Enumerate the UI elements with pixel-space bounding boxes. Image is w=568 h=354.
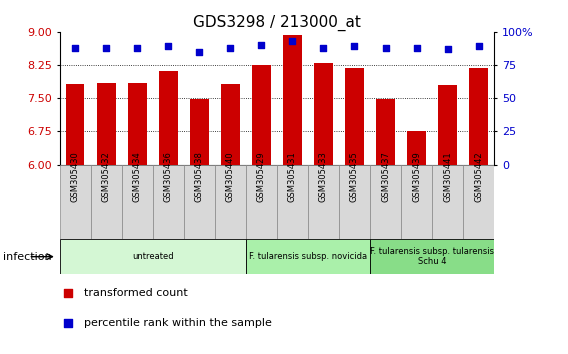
FancyBboxPatch shape	[246, 239, 370, 274]
Text: GSM305437: GSM305437	[381, 151, 390, 202]
Bar	[345, 68, 364, 165]
Bar	[432, 165, 463, 239]
Text: GSM305430: GSM305430	[70, 151, 80, 202]
Title: GDS3298 / 213000_at: GDS3298 / 213000_at	[193, 14, 361, 30]
Text: GSM305435: GSM305435	[350, 151, 359, 202]
FancyBboxPatch shape	[370, 239, 494, 274]
Text: GSM305434: GSM305434	[133, 151, 142, 202]
Point	[319, 45, 328, 51]
Bar	[153, 165, 184, 239]
Point	[64, 320, 73, 326]
Point	[443, 46, 452, 52]
Bar	[469, 68, 488, 165]
Text: untreated: untreated	[132, 252, 174, 261]
Bar	[190, 99, 208, 165]
Point	[412, 45, 421, 51]
Bar	[308, 165, 339, 239]
Bar	[283, 35, 302, 165]
FancyBboxPatch shape	[60, 239, 246, 274]
Text: GSM305439: GSM305439	[412, 151, 421, 202]
Point	[102, 45, 111, 51]
Bar	[339, 165, 370, 239]
Text: GSM305429: GSM305429	[257, 151, 266, 202]
Bar	[221, 84, 240, 165]
Bar	[128, 83, 147, 165]
Point	[381, 45, 390, 51]
Text: GSM305441: GSM305441	[443, 151, 452, 202]
Bar	[60, 165, 91, 239]
Point	[226, 45, 235, 51]
Bar	[314, 63, 333, 165]
Point	[133, 45, 142, 51]
Text: GSM305436: GSM305436	[164, 151, 173, 202]
Text: GSM305440: GSM305440	[226, 151, 235, 202]
Bar	[438, 85, 457, 165]
Point	[350, 44, 359, 49]
Text: GSM305432: GSM305432	[102, 151, 111, 202]
Text: infection: infection	[3, 252, 52, 262]
Text: GSM305442: GSM305442	[474, 151, 483, 202]
Text: F. tularensis subsp. novicida: F. tularensis subsp. novicida	[249, 252, 367, 261]
Bar	[463, 165, 494, 239]
Bar	[370, 165, 401, 239]
Point	[288, 38, 297, 44]
Point	[164, 44, 173, 49]
Point	[257, 42, 266, 48]
Bar	[407, 131, 426, 165]
Bar	[66, 84, 85, 165]
Bar	[277, 165, 308, 239]
Text: GSM305433: GSM305433	[319, 151, 328, 202]
Text: GSM305431: GSM305431	[288, 151, 297, 202]
Text: percentile rank within the sample: percentile rank within the sample	[83, 318, 272, 328]
Point	[195, 49, 204, 55]
Bar	[91, 165, 122, 239]
Bar	[184, 165, 215, 239]
Point	[474, 44, 483, 49]
Text: F. tularensis subsp. tularensis
Schu 4: F. tularensis subsp. tularensis Schu 4	[370, 247, 494, 266]
Text: transformed count: transformed count	[83, 288, 187, 298]
Text: GSM305438: GSM305438	[195, 151, 204, 202]
Bar	[246, 165, 277, 239]
Point	[70, 45, 80, 51]
Bar	[252, 65, 271, 165]
Bar	[97, 83, 115, 165]
Bar	[401, 165, 432, 239]
Bar	[215, 165, 246, 239]
Bar	[122, 165, 153, 239]
Bar	[159, 71, 178, 165]
Point	[64, 290, 73, 296]
Bar	[376, 99, 395, 165]
